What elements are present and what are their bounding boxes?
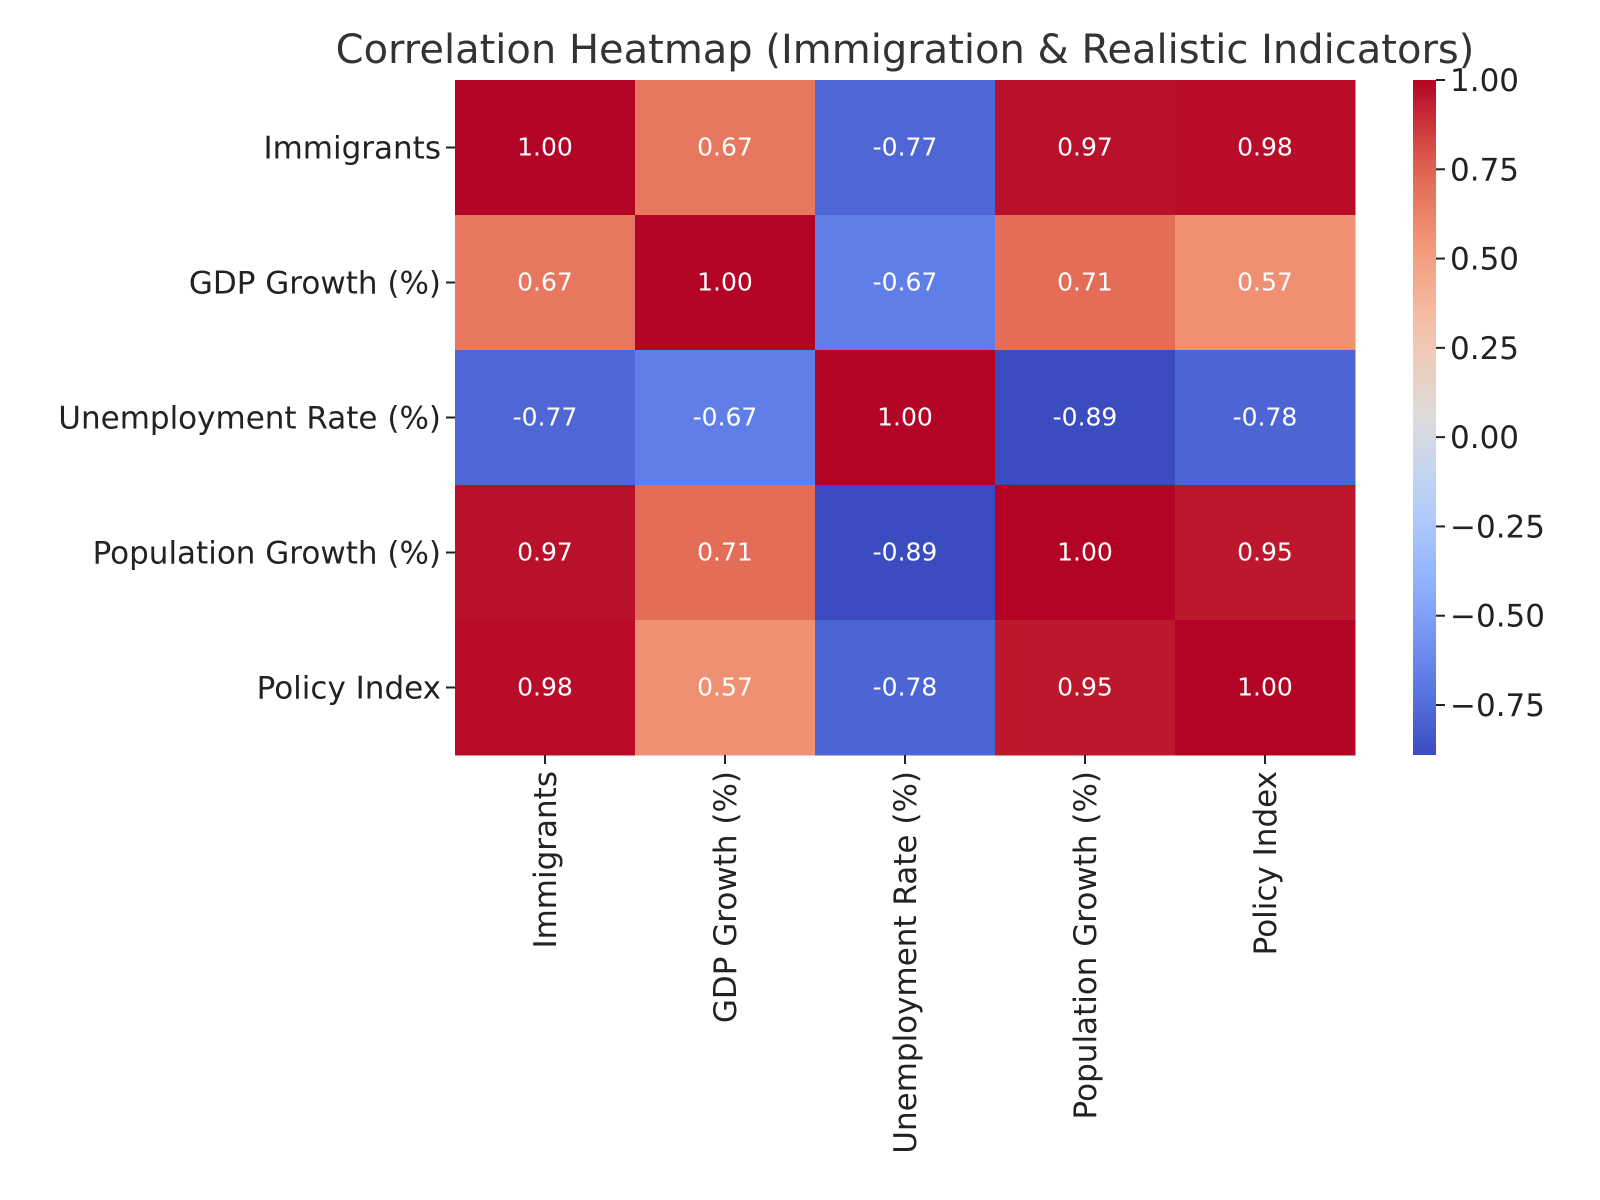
- heatmap-annotations: 1.00 0.67 -0.77 0.97 0.98 0.67 1.00 -0.67 0.71 0.…: [513, 133, 1298, 702]
- heatmap-cells: [455, 80, 1356, 756]
- heatmap-cell: [1175, 485, 1356, 621]
- cell-value-label: 0.71: [1057, 268, 1113, 297]
- y-tick-label: Immigrants: [263, 131, 441, 167]
- cell-value-label: 1.00: [1057, 538, 1113, 567]
- cell-value-label: 1.00: [517, 133, 573, 162]
- cell-value-label: -0.67: [873, 268, 938, 297]
- colorbar-tick-label: −0.75: [1450, 688, 1545, 724]
- x-axis: Immigrants GDP Growth (%) Unemployment Rat…: [528, 755, 1284, 1154]
- heatmap-cell: [455, 215, 636, 351]
- x-tick-label: GDP Growth (%): [708, 771, 744, 1023]
- cell-value-label: 0.57: [1237, 268, 1293, 297]
- cell-value-label: -0.77: [513, 403, 578, 432]
- heatmap-cell: [815, 350, 996, 486]
- y-tick-label: GDP Growth (%): [189, 266, 441, 302]
- colorbar-tick-label: −0.25: [1450, 509, 1545, 545]
- heatmap-cell: [995, 215, 1176, 351]
- colorbar-tick-label: 0.00: [1450, 420, 1519, 456]
- cell-value-label: 0.97: [1057, 133, 1113, 162]
- heatmap-cell: [455, 485, 636, 621]
- heatmap-cell: [455, 350, 636, 486]
- heatmap-cell: [1175, 80, 1356, 216]
- cell-value-label: 0.95: [1237, 538, 1293, 567]
- heatmap-cell: [635, 80, 816, 216]
- heatmap-cell: [815, 485, 996, 621]
- colorbar-tick-label: 0.25: [1450, 331, 1519, 367]
- y-tick-label: Policy Index: [257, 671, 441, 707]
- cell-value-label: 0.97: [517, 538, 573, 567]
- colorbar-tick-label: −0.50: [1450, 599, 1545, 635]
- x-tick-label: Immigrants: [528, 771, 564, 949]
- cell-value-label: -0.67: [693, 403, 758, 432]
- y-tick-label: Population Growth (%): [93, 536, 441, 572]
- x-tick-label: Policy Index: [1248, 771, 1284, 955]
- heatmap-cell: [455, 80, 636, 216]
- cell-value-label: -0.78: [1233, 403, 1298, 432]
- x-tick-label: Population Growth (%): [1068, 771, 1104, 1119]
- cell-value-label: -0.77: [873, 133, 938, 162]
- heatmap-cell: [815, 215, 996, 351]
- colorbar-tick-label: 1.00: [1450, 63, 1519, 99]
- cell-value-label: 0.95: [1057, 673, 1113, 702]
- colorbar-tick-label: 0.75: [1450, 152, 1519, 188]
- cell-value-label: 1.00: [697, 268, 753, 297]
- cell-value-label: -0.89: [873, 538, 938, 567]
- cell-value-label: 0.98: [1237, 133, 1293, 162]
- heatmap-cell: [995, 80, 1176, 216]
- cell-value-label: 0.57: [697, 673, 753, 702]
- heatmap-cell: [815, 620, 996, 756]
- colorbar-tick-label: 0.50: [1450, 242, 1519, 278]
- heatmap-cell: [1175, 620, 1356, 756]
- heatmap-cell: [635, 215, 816, 351]
- heatmap-cell: [815, 80, 996, 216]
- heatmap-cell: [1175, 215, 1356, 351]
- cell-value-label: 1.00: [877, 403, 933, 432]
- x-tick-label: Unemployment Rate (%): [888, 771, 924, 1154]
- colorbar: 1.00 0.75 0.50 0.25 0.00 −0.25 −0.50 −0.75: [1413, 63, 1545, 755]
- colorbar-gradient: [1413, 80, 1436, 755]
- cell-value-label: -0.89: [1053, 403, 1118, 432]
- cell-value-label: 0.98: [517, 673, 573, 702]
- heatmap-cell: [995, 350, 1176, 486]
- heatmap-cell: [1175, 350, 1356, 486]
- cell-value-label: 1.00: [1237, 673, 1293, 702]
- heatmap-cell: [995, 485, 1176, 621]
- cell-value-label: 0.67: [517, 268, 573, 297]
- heatmap-cell: [455, 620, 636, 756]
- cell-value-label: 0.67: [697, 133, 753, 162]
- heatmap-cell: [635, 620, 816, 756]
- heatmap-cell: [635, 485, 816, 621]
- cell-value-label: 0.71: [697, 538, 753, 567]
- heatmap-cell: [635, 350, 816, 486]
- heatmap-cell: [995, 620, 1176, 756]
- chart-title: Correlation Heatmap (Immigration & Reali…: [336, 27, 1475, 73]
- y-tick-label: Unemployment Rate (%): [58, 401, 441, 437]
- y-axis: Immigrants GDP Growth (%) Unemployment Rat…: [58, 131, 455, 707]
- cell-value-label: -0.78: [873, 673, 938, 702]
